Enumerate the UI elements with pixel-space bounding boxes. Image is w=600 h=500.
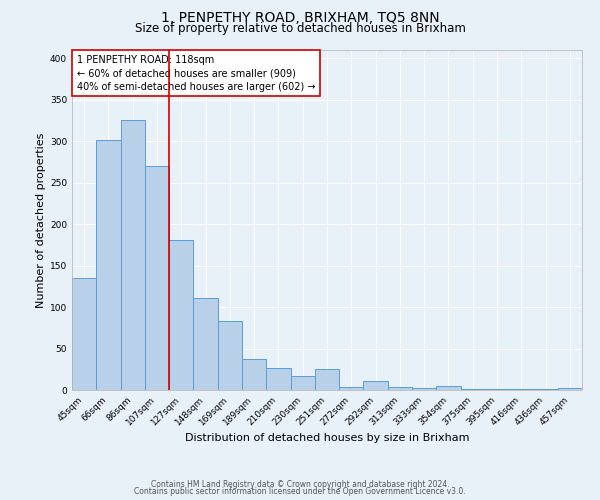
Bar (218, 321, 242, 390)
Bar (412, 388, 436, 390)
Bar (436, 386, 461, 390)
Bar (145, 166, 169, 390)
Bar (364, 381, 388, 390)
Bar (315, 370, 339, 390)
X-axis label: Distribution of detached houses by size in Brixham: Distribution of detached houses by size … (185, 432, 469, 442)
Bar (485, 389, 509, 390)
Y-axis label: Number of detached properties: Number of detached properties (36, 132, 46, 308)
Bar (388, 386, 412, 390)
Bar (242, 360, 266, 390)
Text: 1 PENPETHY ROAD: 118sqm
← 60% of detached houses are smaller (909)
40% of semi-d: 1 PENPETHY ROAD: 118sqm ← 60% of detache… (77, 55, 316, 92)
Text: Contains public sector information licensed under the Open Government Licence v3: Contains public sector information licen… (134, 487, 466, 496)
Bar (533, 389, 558, 390)
Bar (121, 120, 145, 390)
Bar (96, 140, 121, 390)
Bar (558, 388, 582, 390)
Bar (266, 368, 290, 390)
Bar (461, 389, 485, 390)
Bar (509, 389, 533, 390)
Bar (72, 278, 96, 390)
Text: Size of property relative to detached houses in Brixham: Size of property relative to detached ho… (134, 22, 466, 35)
Bar (169, 240, 193, 390)
Bar (290, 376, 315, 390)
Bar (193, 298, 218, 390)
Text: Contains HM Land Registry data © Crown copyright and database right 2024.: Contains HM Land Registry data © Crown c… (151, 480, 449, 489)
Text: 1, PENPETHY ROAD, BRIXHAM, TQ5 8NN: 1, PENPETHY ROAD, BRIXHAM, TQ5 8NN (161, 11, 439, 25)
Bar (339, 386, 364, 390)
